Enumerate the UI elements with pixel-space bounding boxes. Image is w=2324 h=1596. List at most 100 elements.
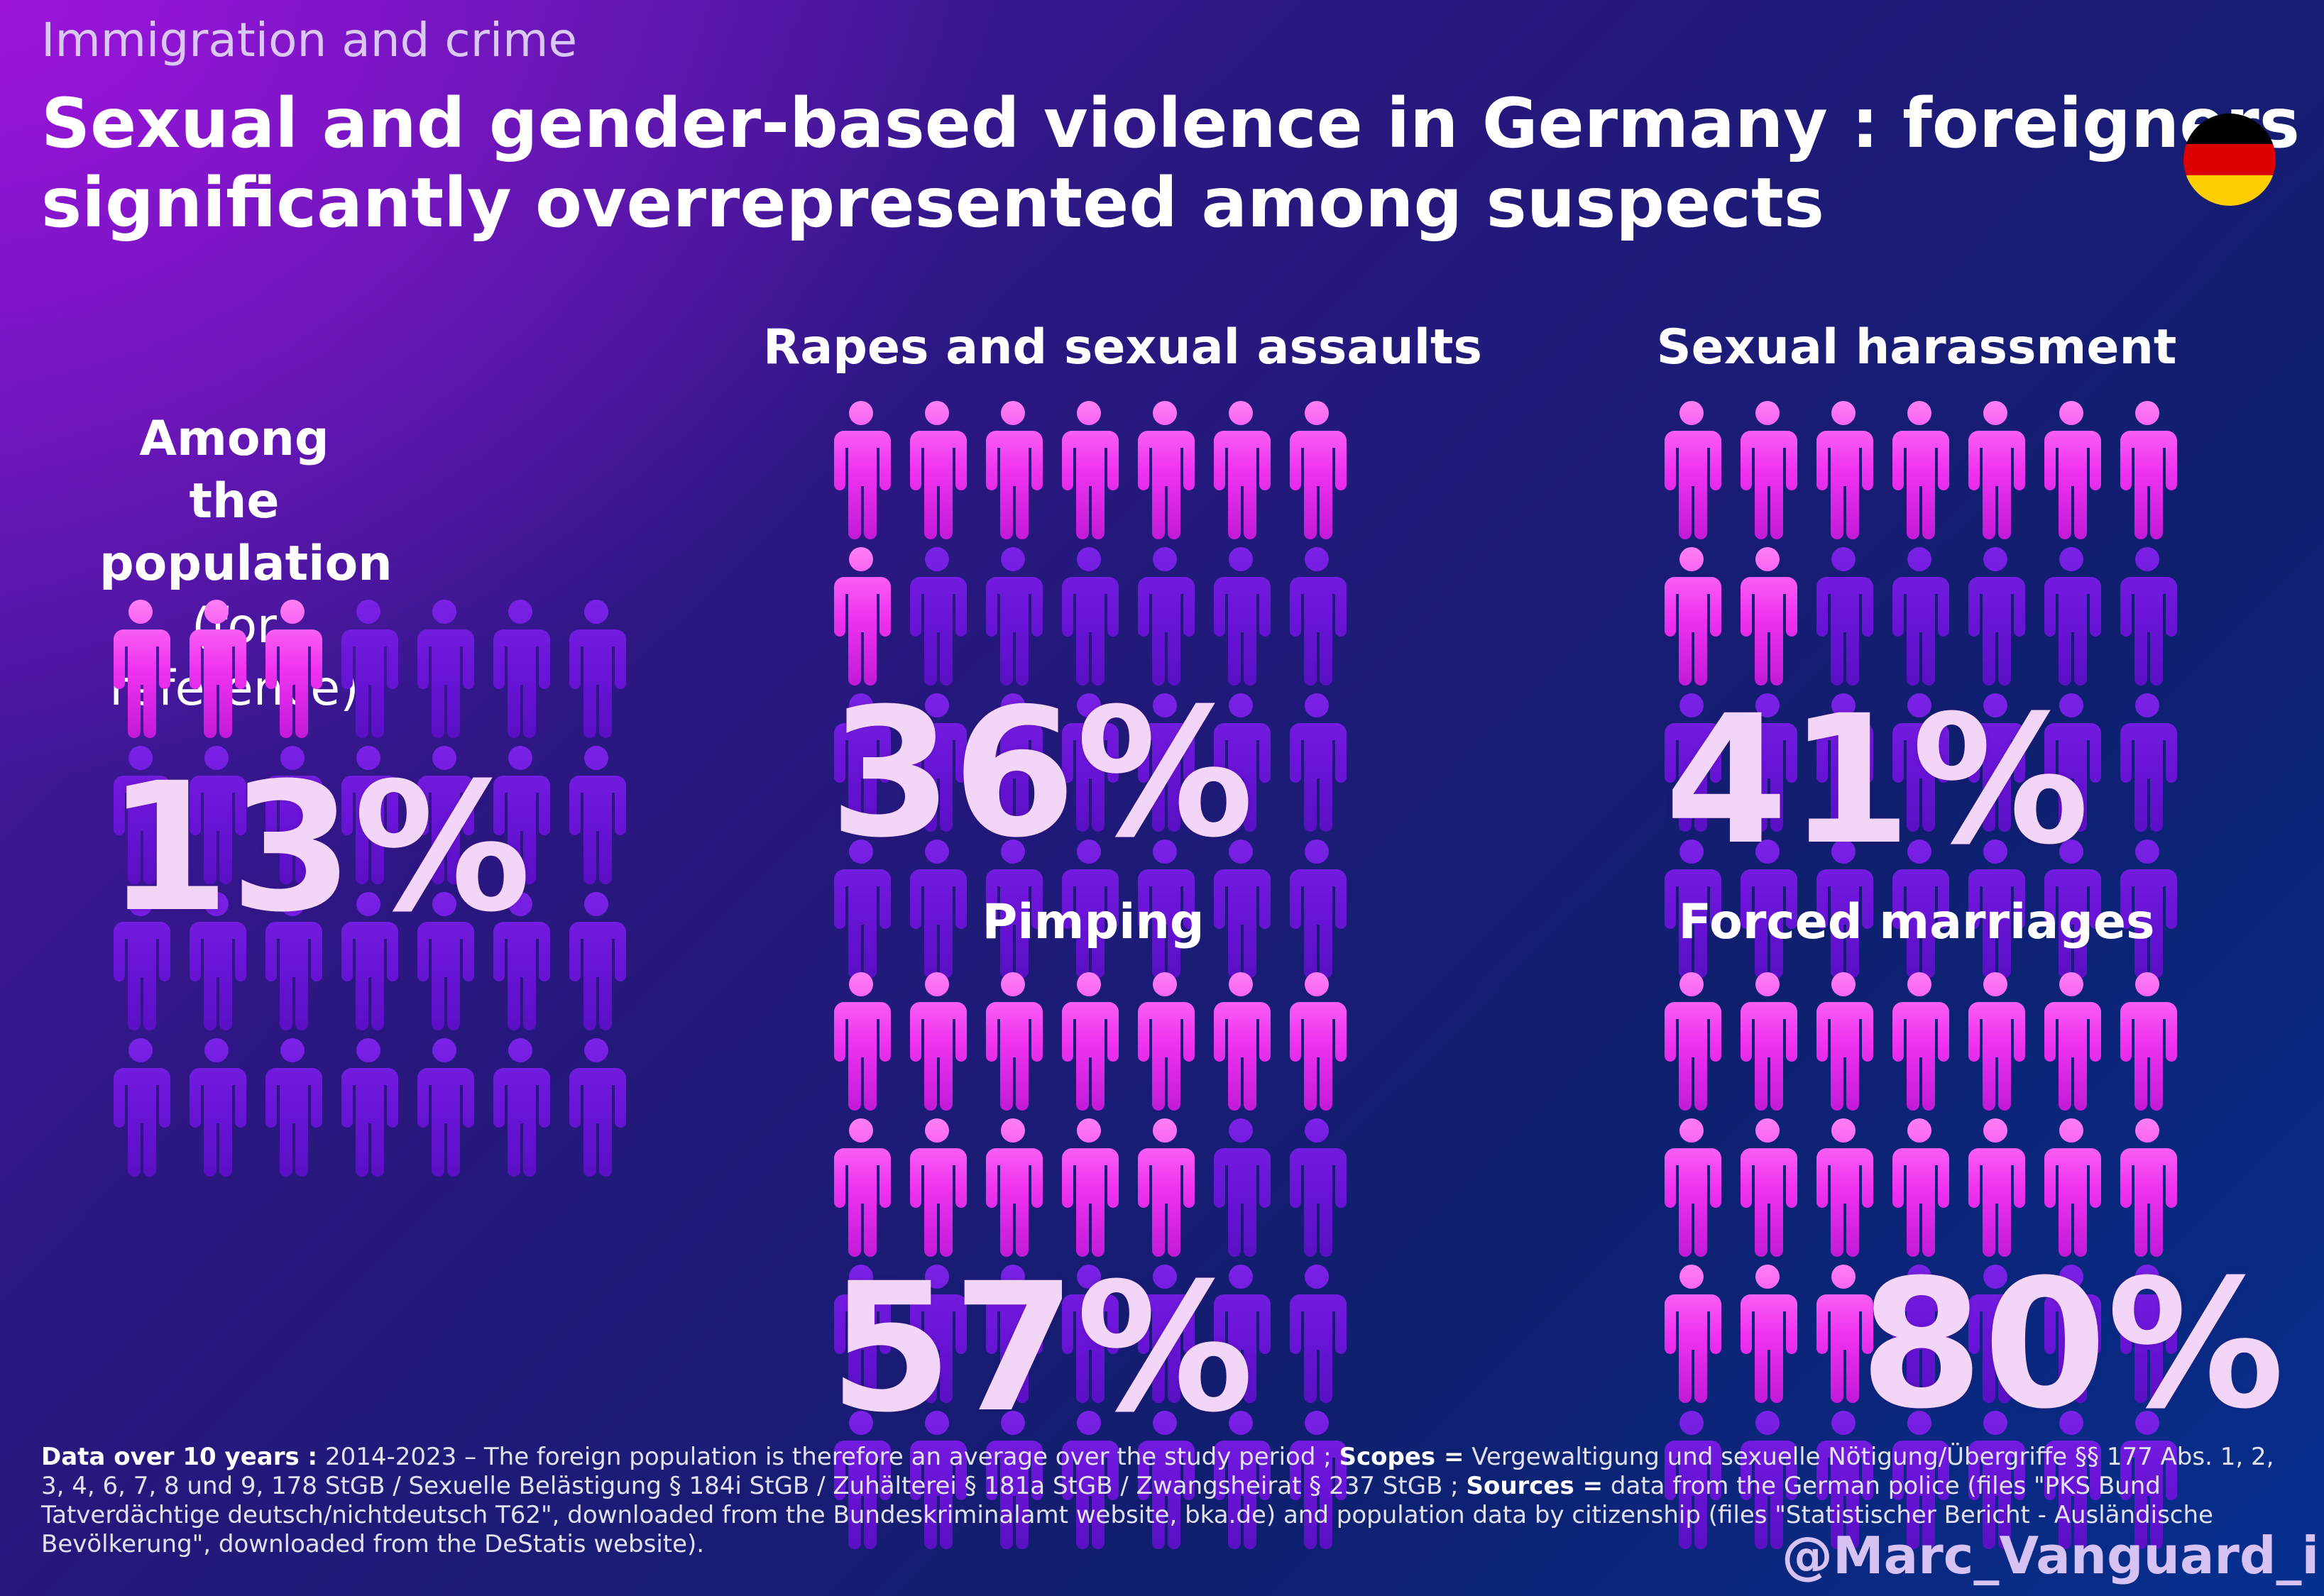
highlighted-person-icon (1816, 1118, 1873, 1257)
highlighted-person-icon (1665, 972, 1721, 1111)
person-icon (1741, 1411, 1797, 1549)
population-label-line-1: Among the (139, 411, 329, 529)
footnote-scopes-label: Scopes = (1339, 1443, 1464, 1471)
person-icon (910, 1411, 967, 1549)
person-icon (834, 693, 891, 832)
person-icon (569, 1038, 626, 1177)
person-icon (2044, 693, 2101, 832)
highlighted-person-icon (1062, 972, 1119, 1111)
person-icon (1290, 1265, 1347, 1403)
highlighted-person-icon (834, 1118, 891, 1257)
pictogram-svg (1665, 972, 2177, 1549)
person-icon (1665, 693, 1721, 832)
footnote: Data over 10 years : 2014-2023 – The for… (41, 1443, 2284, 1559)
person-icon (1062, 840, 1119, 978)
person-icon (417, 600, 474, 738)
forced-marriages-percent: 80% (1860, 1241, 2285, 1448)
person-icon (1138, 547, 1195, 686)
person-icon (1290, 1411, 1347, 1549)
highlighted-person-icon (1062, 401, 1119, 539)
highlighted-person-icon (2044, 1118, 2101, 1257)
person-icon (190, 746, 246, 884)
person-icon (493, 892, 550, 1030)
person-icon (910, 840, 967, 978)
highlighted-person-icon (1290, 401, 1347, 539)
highlighted-person-icon (1816, 1265, 1873, 1403)
person-icon (1214, 1118, 1271, 1257)
person-icon (986, 840, 1043, 978)
highlighted-person-icon (910, 1118, 967, 1257)
person-icon (1290, 693, 1347, 832)
person-icon (1062, 1411, 1119, 1549)
title-line-1: Sexual and gender-based violence in Germ… (41, 84, 2300, 163)
highlighted-person-icon (986, 972, 1043, 1111)
person-icon (1214, 1265, 1271, 1403)
pimping-percent: 57% (829, 1245, 1254, 1451)
person-icon (114, 746, 170, 884)
person-icon (2044, 1411, 2101, 1549)
person-icon (1214, 693, 1271, 832)
flag-stripe-gold (2183, 175, 2276, 206)
person-icon (114, 1038, 170, 1177)
page-title: Sexual and gender-based violence in Germ… (41, 84, 2300, 243)
person-icon (2044, 840, 2101, 978)
person-icon (2120, 1265, 2177, 1403)
person-icon (1892, 547, 1949, 686)
highlighted-person-icon (1062, 1118, 1119, 1257)
harassment-percent: 41% (1665, 677, 2090, 884)
person-icon (986, 1265, 1043, 1403)
person-icon (1816, 1411, 1873, 1549)
panel-title-harassment: Sexual harassment (1656, 319, 2177, 375)
person-icon (1214, 547, 1271, 686)
highlighted-person-icon (190, 600, 246, 738)
person-icon (2120, 547, 2177, 686)
author-handle: @Marc_Vanguard_i (1782, 1526, 2320, 1585)
highlighted-person-icon (834, 401, 891, 539)
rapes-pictogram (827, 401, 1359, 978)
harassment-pictogram (1657, 401, 2190, 978)
highlighted-person-icon (1741, 547, 1797, 686)
highlighted-person-icon (1665, 547, 1721, 686)
person-icon (1062, 1265, 1119, 1403)
person-icon (1214, 1411, 1271, 1549)
highlighted-person-icon (2044, 972, 2101, 1111)
germany-flag-icon (2183, 114, 2276, 206)
highlighted-person-icon (2120, 1118, 2177, 1257)
pictogram-svg (834, 401, 1347, 978)
person-icon (2120, 840, 2177, 978)
person-icon (1214, 840, 1271, 978)
person-icon (1138, 1265, 1195, 1403)
person-icon (265, 1038, 322, 1177)
highlighted-person-icon (1741, 1265, 1797, 1403)
person-icon (417, 1038, 474, 1177)
person-icon (1892, 1265, 1949, 1403)
person-icon (569, 892, 626, 1030)
person-icon (834, 1411, 891, 1549)
highlighted-person-icon (1665, 401, 1721, 539)
person-icon (1062, 547, 1119, 686)
person-icon (1816, 547, 1873, 686)
person-icon (1968, 1411, 2025, 1549)
highlighted-person-icon (986, 1118, 1043, 1257)
highlighted-person-icon (1892, 1118, 1949, 1257)
highlighted-person-icon (1138, 1118, 1195, 1257)
footnote-sources-label: Sources = (1466, 1472, 1604, 1500)
highlighted-person-icon (910, 972, 967, 1111)
highlighted-person-icon (2120, 972, 2177, 1111)
panel-title-pimping: Pimping (982, 894, 1205, 950)
person-icon (190, 892, 246, 1030)
footnote-scopes-text: Vergewaltigung und sexuelle Nötigung/Übe… (41, 1443, 2274, 1500)
person-icon (569, 746, 626, 884)
highlighted-person-icon (1214, 401, 1271, 539)
population-pictogram (106, 600, 639, 1177)
forced-marriages-pictogram (1657, 972, 2190, 1549)
highlighted-person-icon (2120, 401, 2177, 539)
person-icon (1968, 547, 2025, 686)
highlighted-person-icon (1968, 401, 2025, 539)
person-icon (986, 693, 1043, 832)
person-icon (417, 892, 474, 1030)
population-label-line-2: population (99, 536, 393, 592)
highlighted-person-icon (1816, 972, 1873, 1111)
person-icon (1892, 693, 1949, 832)
highlighted-person-icon (265, 600, 322, 738)
